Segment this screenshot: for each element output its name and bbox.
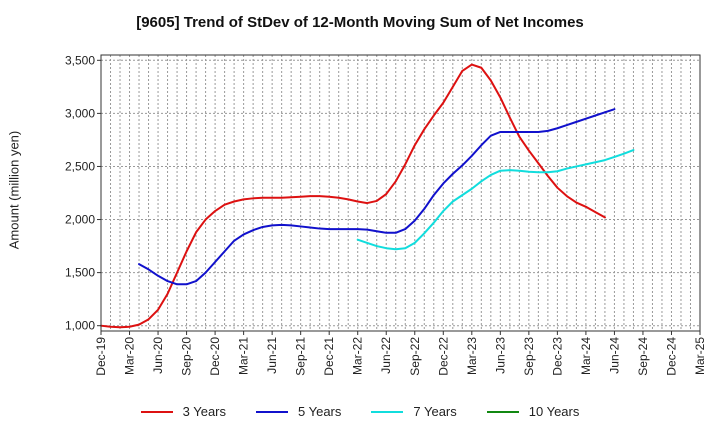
- y-tick-label: 1,000: [65, 319, 95, 333]
- x-tick-label: Mar-23: [465, 337, 479, 375]
- legend-swatch: [486, 410, 519, 413]
- legend-label: 3 Years: [182, 404, 226, 419]
- x-tick-label: Jun-20: [151, 337, 165, 374]
- legend-label: 7 Years: [413, 404, 457, 419]
- legend-item: 7 Years: [371, 404, 457, 419]
- x-tick-label: Mar-22: [351, 337, 365, 375]
- y-tick-labels: 1,000 1,500 2,000 2,500 3,000 3,500: [65, 53, 101, 333]
- x-tick-label: Jun-21: [265, 337, 279, 374]
- x-tick-label: Mar-25: [693, 337, 707, 375]
- x-tick-label: Dec-22: [436, 337, 450, 376]
- y-tick-label: 2,000: [65, 213, 95, 227]
- x-tick-label: Mar-24: [579, 337, 593, 375]
- x-tick-label: Dec-19: [94, 337, 108, 376]
- y-tick-label: 2,500: [65, 159, 95, 173]
- x-tick-label: Dec-20: [208, 337, 222, 376]
- legend-swatch: [256, 410, 288, 413]
- x-tick-label: Mar-21: [237, 337, 251, 375]
- x-tick-label: Jun-22: [379, 337, 393, 374]
- legend-item: 10 Years: [486, 404, 580, 419]
- legend-label: 10 Years: [528, 404, 580, 419]
- x-tick-label: Dec-23: [550, 337, 564, 376]
- axes: [100, 54, 701, 332]
- x-tick-label: Sep-22: [408, 337, 422, 376]
- y-tick-label: 3,000: [65, 106, 95, 120]
- y-tick-label: 1,500: [65, 266, 95, 280]
- x-tick-label: Jun-24: [607, 337, 621, 374]
- x-tick-label: Sep-20: [180, 337, 194, 376]
- series-line-7-years: [356, 149, 635, 251]
- legend-swatch: [371, 410, 404, 413]
- grid-lines: [101, 55, 700, 331]
- series-lines: [100, 63, 635, 329]
- x-tick-label: Dec-21: [322, 337, 336, 376]
- x-tick-labels: Dec-19 Mar-20 Jun-20 Sep-20 Dec-20 Mar-21 Jun-…: [94, 331, 707, 376]
- x-tick-label: Jun-23: [493, 337, 507, 374]
- plot-frame: [100, 54, 701, 332]
- legend-swatch: [140, 410, 173, 413]
- series-line-3-years: [100, 63, 606, 329]
- legend-label: 5 Years: [298, 404, 342, 419]
- x-tick-label: Sep-23: [522, 337, 536, 376]
- y-tick-label: 3,500: [65, 53, 95, 67]
- legend-item: 3 Years: [140, 404, 226, 419]
- x-tick-label: Sep-21: [294, 337, 308, 376]
- x-tick-label: Sep-24: [636, 337, 650, 376]
- x-tick-label: Mar-20: [123, 337, 137, 375]
- chart-title: [9605] Trend of StDev of 12-Month Moving…: [136, 14, 584, 31]
- x-tick-label: Dec-24: [664, 337, 678, 376]
- series-line-5-years: [138, 108, 616, 286]
- legend: 3 Years 5 Years 7 Years 10 Years: [0, 404, 720, 419]
- legend-item: 5 Years: [256, 404, 341, 419]
